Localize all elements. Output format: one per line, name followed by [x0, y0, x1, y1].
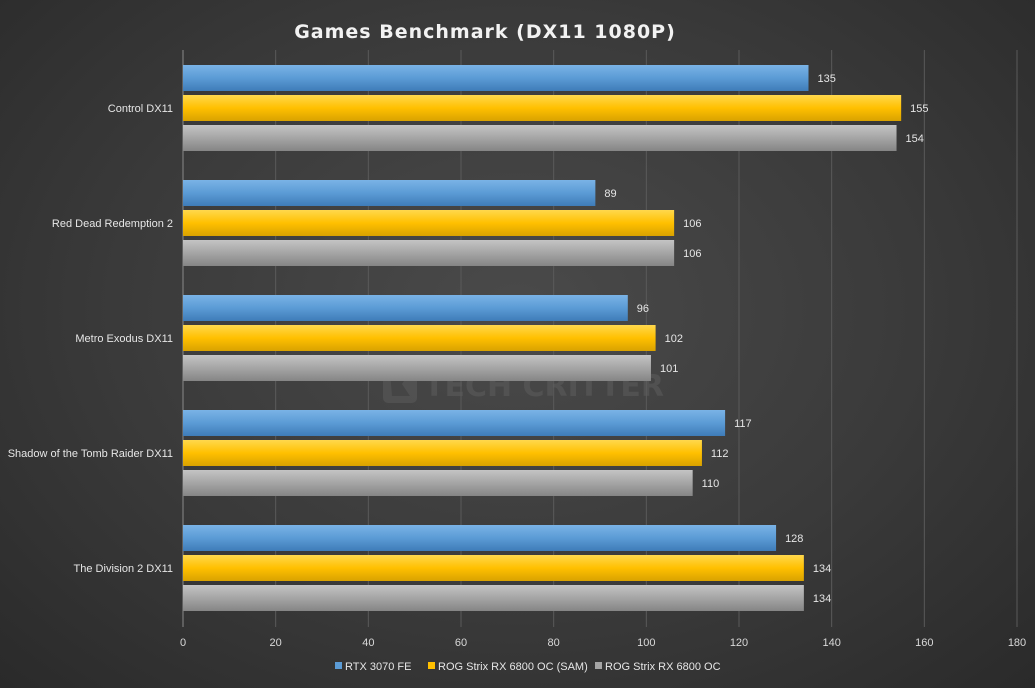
category-label: Shadow of the Tomb Raider DX11 [8, 448, 173, 460]
bar [183, 470, 693, 496]
x-tick-label: 0 [180, 637, 186, 649]
bar [183, 325, 656, 351]
data-label: 112 [711, 448, 729, 460]
bar [183, 125, 897, 151]
x-tick-label: 140 [822, 637, 840, 649]
x-tick-label: 100 [637, 637, 655, 649]
legend-label: ROG Strix RX 6800 OC [605, 661, 721, 673]
x-tick-label: 40 [362, 637, 374, 649]
data-label: 106 [683, 218, 701, 230]
bar [183, 555, 804, 581]
data-label: 154 [906, 133, 924, 145]
bar [183, 440, 702, 466]
chart-title: Games Benchmark (DX11 1080P) [294, 21, 676, 43]
legend-swatch [335, 662, 342, 669]
bar [183, 210, 675, 236]
data-label: 96 [637, 303, 649, 315]
category-label: Metro Exodus DX11 [75, 333, 173, 345]
legend-swatch [428, 662, 435, 669]
data-label: 101 [660, 363, 678, 375]
data-label: 135 [818, 73, 836, 85]
x-tick-label: 120 [730, 637, 748, 649]
x-tick-label: 160 [915, 637, 933, 649]
bar [183, 180, 596, 206]
category-labels: Control DX11 Red Dead Redemption 2 Metro E… [8, 103, 173, 575]
data-label: 106 [683, 248, 701, 260]
x-tick-label: 80 [548, 637, 560, 649]
bars: 135 155 154 89 106 106 96 102 101 117 112 110 128 134… [183, 65, 929, 611]
bar [183, 65, 809, 91]
bar [183, 295, 628, 321]
x-tick-label: 20 [270, 637, 282, 649]
legend-swatch [595, 662, 602, 669]
category-label: Red Dead Redemption 2 [52, 218, 173, 230]
data-label: 134 [813, 563, 831, 575]
bar [183, 355, 651, 381]
data-label: 155 [910, 103, 928, 115]
data-label: 128 [785, 533, 803, 545]
legend-label: RTX 3070 FE [345, 661, 411, 673]
x-axis-ticks: 0 20 40 60 80 100 120 140 160 180 [180, 637, 1026, 649]
data-label: 110 [702, 478, 720, 490]
x-tick-label: 60 [455, 637, 467, 649]
data-label: 134 [813, 593, 831, 605]
category-label: Control DX11 [108, 103, 173, 115]
data-label: 102 [665, 333, 683, 345]
bar [183, 585, 804, 611]
bar [183, 95, 902, 121]
data-label: 117 [734, 418, 752, 430]
x-tick-label: 180 [1008, 637, 1026, 649]
legend: RTX 3070 FE ROG Strix RX 6800 OC (SAM) ROG… [335, 661, 721, 673]
data-label: 89 [604, 188, 616, 200]
bar [183, 410, 726, 436]
bar [183, 240, 675, 266]
legend-label: ROG Strix RX 6800 OC (SAM) [438, 661, 588, 673]
bar [183, 525, 777, 551]
category-label: The Division 2 DX11 [74, 563, 173, 575]
